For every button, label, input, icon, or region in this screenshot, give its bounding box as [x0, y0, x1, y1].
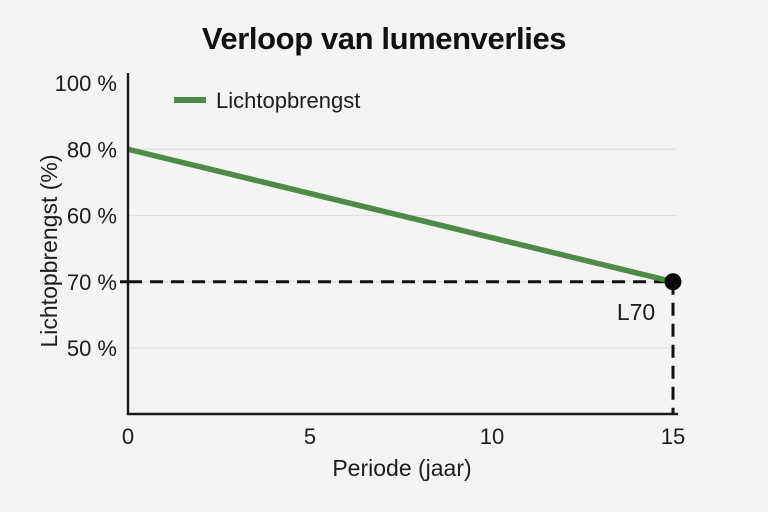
y-tick-70: 70 % — [67, 270, 117, 295]
x-tick-10: 10 — [480, 424, 504, 449]
series-lines — [127, 146, 682, 291]
dashed-guides — [120, 280, 675, 413]
y-tick-60: 60 % — [67, 204, 117, 229]
series-line-lichtopbrengst — [127, 146, 674, 285]
y-axis-label: Lichtopbrengst (%) — [36, 154, 62, 347]
y-tick-100: 100 % — [55, 71, 117, 96]
chart-title: Verloop van lumenverlies — [201, 21, 567, 56]
l70-annotation-label: L70 — [617, 299, 655, 325]
x-tick-15: 15 — [661, 424, 685, 449]
l70-point — [664, 273, 682, 291]
x-tick-5: 5 — [304, 424, 316, 449]
y-tick-50: 50 % — [67, 336, 117, 361]
gridlines — [129, 148, 677, 349]
x-axis-label: Periode (jaar) — [332, 455, 471, 481]
x-tick-0: 0 — [122, 424, 134, 449]
y-tick-80: 80 % — [67, 138, 117, 163]
legend-label: Lichtopbrengst — [216, 88, 360, 113]
